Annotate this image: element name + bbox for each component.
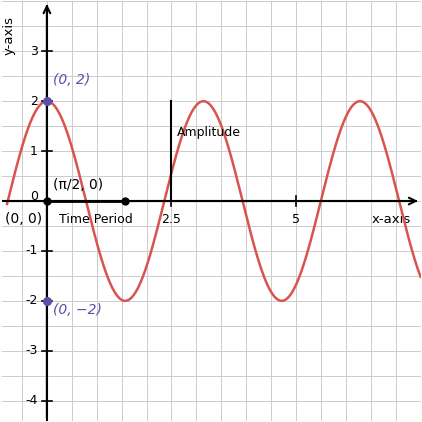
Text: (π/2, 0): (π/2, 0)	[53, 178, 103, 192]
Text: 0: 0	[30, 189, 38, 203]
Text: Amplitude: Amplitude	[176, 126, 241, 139]
Text: 1: 1	[30, 145, 38, 157]
Text: (0, 2): (0, 2)	[53, 73, 90, 87]
Text: Time Period: Time Period	[60, 214, 133, 227]
Text: 2.5: 2.5	[162, 214, 181, 227]
Text: 3: 3	[30, 45, 38, 58]
Text: -4: -4	[26, 394, 38, 407]
Text: -2: -2	[26, 294, 38, 307]
Text: 5: 5	[292, 214, 300, 227]
Text: x-axis: x-axis	[371, 214, 411, 227]
Text: -3: -3	[26, 344, 38, 357]
Text: (0, 0): (0, 0)	[5, 212, 42, 226]
Text: (0, −2): (0, −2)	[53, 303, 102, 317]
Text: y-axis: y-axis	[3, 16, 16, 55]
Text: -1: -1	[26, 244, 38, 257]
Text: 2: 2	[30, 95, 38, 108]
